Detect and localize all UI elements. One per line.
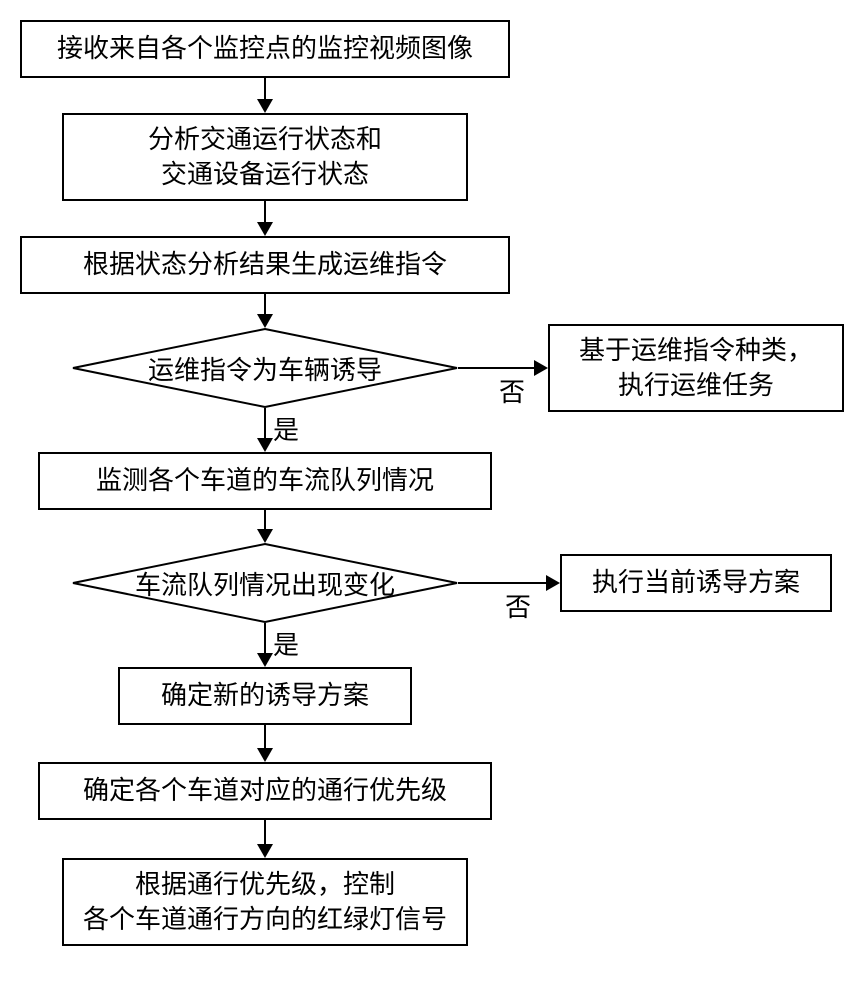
node-label: 根据状态分析结果生成运维指令 <box>83 247 447 282</box>
node-label: 分析交通运行状态和交通设备运行状态 <box>148 122 382 192</box>
arrow-down-icon <box>257 529 273 543</box>
node-label: 接收来自各个监控点的监控视频图像 <box>57 31 473 66</box>
edge-line <box>264 623 266 655</box>
edge-label: 否 <box>499 372 525 409</box>
edge-line <box>264 510 266 531</box>
edge-line <box>458 367 536 369</box>
arrow-down-icon <box>257 99 273 113</box>
edge-line <box>458 582 548 584</box>
flow-node-n2: 分析交通运行状态和交通设备运行状态 <box>62 113 468 201</box>
arrow-down-icon <box>257 314 273 328</box>
flowchart-canvas: 接收来自各个监控点的监控视频图像分析交通运行状态和交通设备运行状态根据状态分析结… <box>0 0 866 1000</box>
edge-label-text: 否 <box>499 378 525 407</box>
node-label: 根据通行优先级，控制各个车道通行方向的红绿灯信号 <box>83 867 447 937</box>
edge-label: 否 <box>505 587 531 624</box>
edge-label: 是 <box>273 410 299 447</box>
flow-node-n6r: 执行当前诱导方案 <box>560 554 832 612</box>
node-label: 执行当前诱导方案 <box>592 565 800 600</box>
arrow-right-icon <box>546 575 560 591</box>
edge-line <box>264 408 266 440</box>
edge-line <box>264 294 266 316</box>
arrow-down-icon <box>257 844 273 858</box>
edge-label: 是 <box>273 625 299 662</box>
edge-line <box>264 725 266 750</box>
edge-line <box>264 201 266 224</box>
node-label: 监测各个车道的车流队列情况 <box>96 463 434 498</box>
arrow-down-icon <box>257 222 273 236</box>
arrow-down-icon <box>257 748 273 762</box>
node-label: 基于运维指令种类，执行运维任务 <box>579 333 813 403</box>
flow-node-n4r: 基于运维指令种类，执行运维任务 <box>548 324 844 412</box>
flow-decision-d2: 车流队列情况出现变化 <box>72 543 458 623</box>
node-label: 确定新的诱导方案 <box>161 678 369 713</box>
arrow-down-icon <box>257 653 273 667</box>
arrow-right-icon <box>534 360 548 376</box>
flow-node-n5: 监测各个车道的车流队列情况 <box>38 452 492 510</box>
arrow-down-icon <box>257 438 273 452</box>
edge-label-text: 是 <box>273 631 299 660</box>
flow-decision-d1: 运维指令为车辆诱导 <box>72 328 458 408</box>
flow-node-n7: 确定新的诱导方案 <box>118 667 412 725</box>
edge-label-text: 是 <box>273 416 299 445</box>
flow-node-n8: 确定各个车道对应的通行优先级 <box>38 762 492 820</box>
edge-label-text: 否 <box>505 593 531 622</box>
flow-node-n9: 根据通行优先级，控制各个车道通行方向的红绿灯信号 <box>62 858 468 946</box>
node-label: 确定各个车道对应的通行优先级 <box>83 773 447 808</box>
flow-node-n3: 根据状态分析结果生成运维指令 <box>20 236 510 294</box>
edge-line <box>264 820 266 846</box>
flow-node-n1: 接收来自各个监控点的监控视频图像 <box>20 20 510 78</box>
edge-line <box>264 78 266 101</box>
